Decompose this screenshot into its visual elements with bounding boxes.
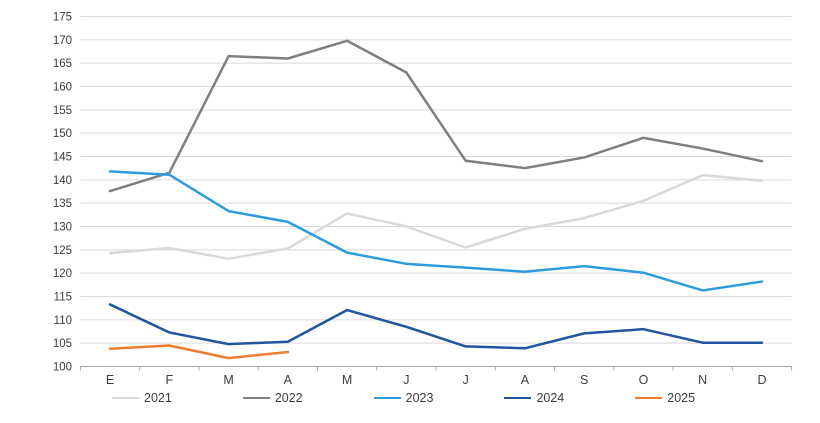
y-axis-label: 150 — [53, 128, 72, 140]
legend-swatch-2024 — [504, 396, 532, 400]
y-axis-label: 175 — [53, 12, 72, 24]
y-axis-label: 125 — [53, 245, 72, 257]
x-axis-label: M — [342, 373, 352, 387]
series-line-2023 — [108, 170, 764, 292]
series-line-2021 — [108, 173, 764, 260]
legend-label-2021: 2021 — [144, 391, 172, 405]
y-axis-label: 135 — [53, 198, 72, 210]
y-axis-label: 120 — [53, 268, 72, 280]
x-axis-label: E — [106, 373, 114, 387]
y-axis-label: 110 — [54, 315, 72, 327]
y-axis-label: 140 — [53, 175, 72, 187]
y-axis-label: 165 — [53, 58, 72, 70]
y-axis-label: 105 — [53, 338, 72, 350]
legend-swatch-2025 — [635, 396, 663, 400]
x-axis-label: A — [521, 373, 530, 387]
chart-legend: 2021 2022 2023 2024 2025 — [112, 391, 695, 405]
x-axis-label: M — [223, 373, 233, 387]
series-line-2024 — [108, 303, 764, 350]
y-axis-label: 115 — [54, 292, 72, 304]
series-line-2025 — [108, 344, 290, 360]
legend-swatch-2022 — [242, 396, 270, 400]
y-axis-label: 100 — [53, 362, 72, 374]
legend-label-2022: 2022 — [274, 391, 303, 405]
legend-swatch-2021 — [112, 396, 139, 400]
legend-item-2022: 2022 — [242, 391, 303, 405]
legend-label-2025: 2025 — [667, 391, 696, 405]
legend-item-2024: 2024 — [504, 391, 564, 405]
legend-item-2023: 2023 — [373, 391, 434, 405]
y-axis-label: 145 — [53, 152, 72, 164]
legend-item-2025: 2025 — [635, 391, 695, 405]
y-axis-label: 160 — [53, 82, 72, 94]
legend-label-2024: 2024 — [536, 391, 565, 405]
legend-swatch-2023 — [373, 396, 401, 400]
x-axis-label: D — [757, 373, 766, 387]
x-axis-label: N — [698, 373, 707, 387]
x-axis-label: O — [639, 373, 649, 387]
legend-item-2021: 2021 — [112, 391, 172, 405]
y-axis-label: 170 — [53, 35, 72, 47]
series-line-2022 — [108, 39, 764, 193]
y-axis-label: 155 — [53, 105, 72, 117]
x-axis-label: S — [580, 373, 588, 387]
x-axis-label: A — [284, 373, 293, 387]
x-axis-label: J — [403, 373, 409, 387]
legend-label-2023: 2023 — [405, 391, 434, 405]
x-axis-label: F — [165, 373, 173, 387]
y-axis-label: 130 — [53, 222, 72, 234]
x-axis-label: J — [463, 373, 469, 387]
